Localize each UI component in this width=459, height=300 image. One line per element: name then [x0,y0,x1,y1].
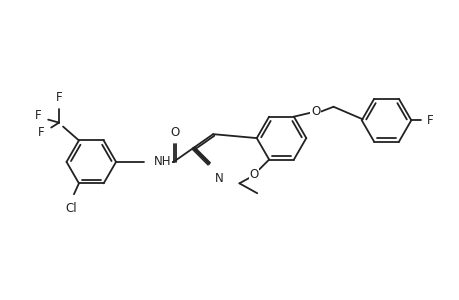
Text: F: F [56,91,62,104]
Text: NH: NH [153,155,171,168]
Text: F: F [426,114,433,127]
Text: F: F [38,126,44,139]
Text: O: O [169,126,179,139]
Text: N: N [215,172,224,185]
Text: F: F [34,109,41,122]
Text: O: O [249,168,258,181]
Text: O: O [310,105,319,118]
Text: Cl: Cl [65,202,77,215]
